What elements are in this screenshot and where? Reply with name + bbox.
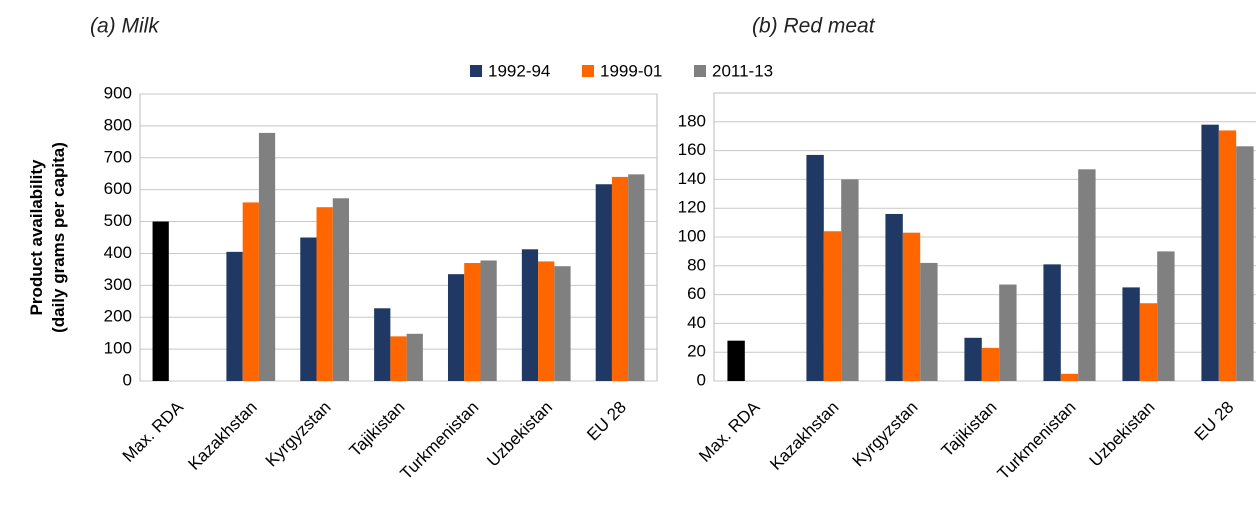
bar: [1043, 264, 1061, 381]
bar: [554, 266, 571, 381]
bar: [152, 221, 169, 381]
y-tick-label: 900: [104, 83, 132, 102]
legend-label: 1999-01: [600, 61, 662, 80]
bar: [1201, 124, 1219, 382]
x-tick-label: Uzbekistan: [483, 398, 556, 471]
legend-swatch: [470, 65, 482, 77]
x-tick-label: Max. RDA: [695, 397, 764, 466]
y-tick-label: 160: [678, 140, 706, 159]
bar: [727, 340, 745, 381]
bar: [390, 336, 407, 381]
x-tick-label: EU 28: [1191, 398, 1238, 445]
bar: [1122, 287, 1140, 381]
bar: [1078, 169, 1096, 381]
y-tick-label: 400: [104, 243, 132, 262]
y-tick-label: 20: [687, 342, 706, 361]
bar: [374, 308, 391, 381]
legend-swatch: [582, 65, 594, 77]
y-tick-label: 120: [678, 198, 706, 217]
legend-swatch: [694, 65, 706, 77]
y-axis-label-line: Product availability: [27, 159, 46, 315]
y-axis-label: Product availability (daily grams per cap…: [27, 142, 68, 333]
y-tick-label: 0: [123, 370, 132, 389]
bar: [521, 249, 539, 381]
bar: [885, 213, 903, 381]
y-tick-label: 800: [104, 115, 132, 134]
bar: [226, 251, 243, 381]
y-tick-label: 600: [104, 179, 132, 198]
x-tick-label: Max. RDA: [119, 397, 188, 466]
y-tick-label: 700: [104, 147, 132, 166]
chart-title: (b) Red meat: [752, 15, 876, 38]
y-tick-label: 500: [104, 211, 132, 230]
x-tick-label: Tajikistan: [346, 398, 409, 461]
y-tick-label: 100: [678, 226, 706, 245]
bar: [964, 337, 982, 381]
bar: [406, 333, 423, 381]
x-tick-label: Tajikistan: [938, 398, 1001, 461]
bar: [1157, 251, 1175, 381]
bar: [332, 198, 350, 381]
bar: [300, 237, 317, 381]
y-tick-label: 180: [678, 111, 706, 130]
bar: [628, 174, 645, 381]
bar: [464, 263, 481, 381]
y-axis-label-line: (daily grams per capita): [49, 142, 68, 333]
bar: [1218, 130, 1237, 381]
y-tick-label: 100: [104, 339, 132, 358]
x-tick-label: Turkmenistan: [994, 398, 1080, 484]
bar: [841, 179, 859, 381]
x-tick-label: Kazakhstan: [185, 398, 261, 474]
bar: [316, 207, 333, 381]
y-tick-label: 80: [687, 255, 706, 274]
x-tick-label: Kazakhstan: [766, 398, 842, 474]
x-tick-label: EU 28: [583, 398, 630, 445]
bar: [595, 184, 612, 381]
y-tick-label: 300: [104, 275, 132, 294]
bar: [806, 154, 824, 381]
bar: [999, 284, 1017, 381]
x-tick-label: Uzbekistan: [1086, 398, 1159, 471]
chart-title: (a) Milk: [90, 15, 160, 38]
legend-label: 2011-13: [712, 61, 773, 80]
bar: [538, 261, 555, 381]
y-tick-label: 60: [687, 284, 706, 303]
bar: [981, 347, 1000, 381]
legend-label: 1992-94: [488, 61, 550, 80]
y-tick-label: 140: [678, 169, 706, 188]
bar: [1236, 146, 1254, 381]
bar: [480, 260, 497, 381]
y-tick-label: 40: [687, 313, 706, 332]
bar: [258, 132, 276, 381]
bar: [1139, 303, 1158, 381]
bar: [1060, 373, 1079, 381]
y-tick-label: 200: [104, 307, 132, 326]
bar: [902, 232, 921, 381]
bar: [920, 262, 938, 381]
bar: [447, 274, 465, 381]
bar: [823, 231, 842, 381]
y-tick-label: 0: [697, 370, 706, 389]
x-tick-label: Kyrgyzstan: [849, 398, 922, 471]
bar: [611, 176, 629, 381]
x-tick-label: Kyrgyzstan: [262, 398, 335, 471]
bar: [242, 202, 259, 381]
x-tick-label: Turkmenistan: [397, 398, 483, 484]
